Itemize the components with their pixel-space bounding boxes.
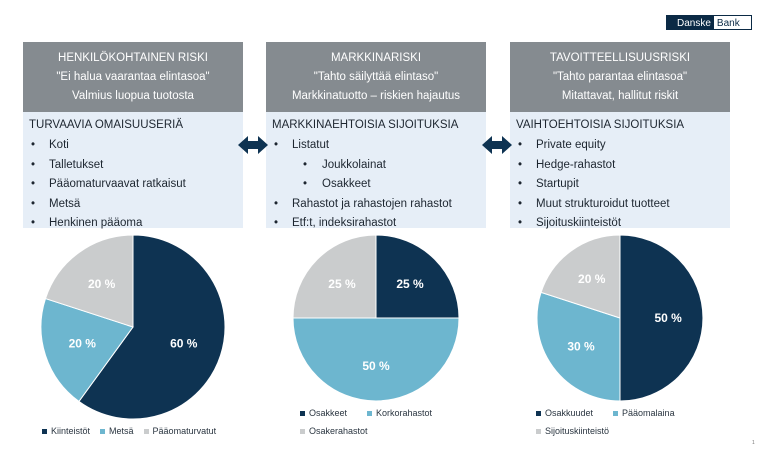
header-quote: "Ei halua vaarantaa elintasoa" bbox=[56, 71, 210, 83]
legend-item: Pääomaturvatut bbox=[143, 424, 217, 438]
legend-label: Kiinteistöt bbox=[51, 426, 91, 436]
pie-data-label: 60 % bbox=[170, 336, 198, 350]
legend-item: Metsä bbox=[100, 424, 134, 438]
asset-box: MARKKINAEHTOISIA SIJOITUKSIA Listatut Jo… bbox=[266, 112, 486, 233]
legend-swatch bbox=[536, 428, 541, 434]
asset-list: Listatut Joukkolainat Osakkeet Rahastot … bbox=[272, 136, 482, 234]
list-subitem: Osakkeet bbox=[272, 175, 482, 195]
list-item: Pääomaturvaavat ratkaisut bbox=[29, 175, 239, 195]
pie-data-label: 20 % bbox=[578, 272, 606, 286]
pie-data-label: 25 % bbox=[328, 277, 356, 291]
column-header: TAVOITTEELLISUUSRISKI "Tahto parantaa el… bbox=[510, 42, 730, 112]
pie-chart-market: 25 % 50 % 25 % bbox=[292, 234, 460, 402]
header-subtitle: Valmius luopua tuotosta bbox=[72, 90, 194, 102]
pie-slice-korkorahastot bbox=[292, 317, 460, 402]
column-header: MARKKINARISKI "Tahto säilyttää elintaso"… bbox=[266, 42, 486, 112]
list-item: Henkinen pääoma bbox=[29, 214, 239, 234]
double-arrow-icon bbox=[238, 136, 268, 154]
legend-label: Sijoituskiinteistö bbox=[545, 426, 610, 436]
list-item: Listatut bbox=[272, 136, 482, 156]
legend-market: Osakkeet Korkorahastot Osakerahastot bbox=[300, 406, 480, 438]
legend-item: Osakerahastot bbox=[300, 424, 368, 438]
pie-slice-osakkeet bbox=[375, 234, 460, 319]
legend-swatch bbox=[367, 410, 373, 416]
legend-item: Sijoituskiinteistö bbox=[536, 424, 609, 438]
list-item: Startupit bbox=[516, 175, 726, 195]
list-item: Sijoituskiinteistöt bbox=[516, 214, 726, 234]
header-subtitle: Mitattavat, hallitut riskit bbox=[561, 90, 679, 102]
box-title: TURVAAVIA OMAISUUSERIÄ bbox=[29, 119, 184, 131]
legend-swatch bbox=[613, 410, 619, 416]
asset-box: TURVAAVIA OMAISUUSERIÄ Koti Talletukset … bbox=[23, 112, 243, 233]
legend-item: Osakkeet bbox=[300, 406, 347, 420]
list-item: Muut strukturoidut tuotteet bbox=[516, 195, 726, 215]
legend-swatch bbox=[100, 428, 106, 434]
legend-swatch bbox=[42, 428, 47, 434]
pie-data-label: 20 % bbox=[88, 277, 116, 291]
column-header: HENKILÖKOHTAINEN RISKI "Ei halua vaarant… bbox=[23, 42, 243, 112]
asset-list: Private equity Hedge-rahastot Startupit … bbox=[516, 136, 726, 234]
pie-slice-sijoituskiinteistö bbox=[540, 234, 621, 319]
column-target-risk: TAVOITTEELLISUUSRISKI "Tahto parantaa el… bbox=[510, 42, 730, 233]
header-title: HENKILÖKOHTAINEN RISKI bbox=[58, 52, 208, 64]
pie-chart-personal: 60 % 20 % 20 % bbox=[40, 234, 226, 420]
page-number: 1 bbox=[752, 440, 755, 446]
pie-slice-pääomalaina bbox=[536, 291, 621, 402]
pie-slice-osakerahastot bbox=[292, 234, 377, 319]
pie-slice-metsä bbox=[40, 297, 134, 403]
legend-target: Osakkuudet Pääomalaina Sijoituskiinteistö bbox=[536, 406, 716, 438]
list-subitem: Joukkolainat bbox=[272, 156, 482, 176]
header-quote: "Tahto parantaa elintasoa" bbox=[552, 71, 688, 83]
box-title: MARKKINAEHTOISIA SIJOITUKSIA bbox=[272, 119, 459, 131]
legend-item: Kiinteistöt bbox=[42, 424, 90, 438]
pie-slice-osakkuudet bbox=[619, 234, 704, 402]
pie-data-label: 50 % bbox=[654, 311, 682, 325]
logo-part-2: Bank bbox=[716, 18, 740, 29]
legend-label: Osakkuudet bbox=[545, 408, 594, 418]
legend-label: Korkorahastot bbox=[376, 408, 433, 418]
list-item: Etf:t, indeksirahastot bbox=[272, 214, 482, 234]
double-arrow-icon bbox=[482, 136, 512, 154]
list-item: Talletukset bbox=[29, 156, 239, 176]
list-item: Rahastot ja rahastojen rahastot bbox=[272, 195, 482, 215]
pie-data-label: 30 % bbox=[567, 339, 595, 353]
danske-bank-logo: Danske Bank bbox=[666, 15, 752, 30]
column-personal-risk: HENKILÖKOHTAINEN RISKI "Ei halua vaarant… bbox=[23, 42, 243, 233]
legend-personal: Kiinteistöt Metsä Pääomaturvatut bbox=[42, 424, 226, 438]
list-item: Hedge-rahastot bbox=[516, 156, 726, 176]
legend-label: Metsä bbox=[109, 426, 134, 436]
header-quote: "Tahto säilyttää elintaso" bbox=[313, 71, 439, 83]
legend-label: Pääomaturvatut bbox=[152, 426, 217, 436]
asset-box: VAIHTOEHTOISIA SIJOITUKSIA Private equit… bbox=[510, 112, 730, 233]
legend-swatch bbox=[300, 410, 305, 416]
asset-list: Koti Talletukset Pääomaturvaavat ratkais… bbox=[29, 136, 239, 234]
legend-item: Osakkuudet bbox=[536, 406, 593, 420]
pie-data-label: 25 % bbox=[396, 277, 424, 291]
legend-swatch bbox=[143, 428, 149, 434]
legend-label: Osakerahastot bbox=[309, 426, 368, 436]
header-title: MARKKINARISKI bbox=[330, 52, 422, 64]
legend-swatch bbox=[300, 428, 305, 434]
logo-part-1: Danske bbox=[667, 16, 714, 29]
legend-label: Pääomalaina bbox=[622, 408, 675, 418]
list-item: Private equity bbox=[516, 136, 726, 156]
column-market-risk: MARKKINARISKI "Tahto säilyttää elintaso"… bbox=[266, 42, 486, 233]
legend-item: Korkorahastot bbox=[367, 406, 432, 420]
pie-slice-kiinteistöt bbox=[78, 234, 226, 420]
list-item: Koti bbox=[29, 136, 239, 156]
pie-chart-target: 50 % 30 % 20 % bbox=[536, 234, 704, 402]
pie-slice-pääomaturvatut bbox=[44, 234, 134, 328]
legend-item: Pääomalaina bbox=[613, 406, 675, 420]
list-item: Metsä bbox=[29, 195, 239, 215]
header-title: TAVOITTEELLISUUSRISKI bbox=[549, 52, 691, 64]
header-subtitle: Markkinatuotto – riskien hajautus bbox=[291, 90, 461, 102]
legend-swatch bbox=[536, 410, 541, 416]
box-title: VAIHTOEHTOISIA SIJOITUKSIA bbox=[516, 119, 685, 131]
legend-label: Osakkeet bbox=[309, 408, 348, 418]
pie-data-label: 20 % bbox=[69, 336, 97, 350]
pie-data-label: 50 % bbox=[362, 359, 390, 373]
